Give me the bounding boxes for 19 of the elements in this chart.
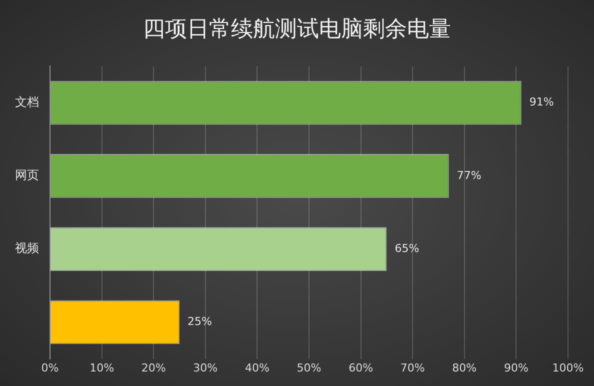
x-tick-label: 40% — [244, 361, 270, 374]
x-tick-label: 0% — [41, 361, 59, 374]
x-tick-label: 90% — [504, 361, 528, 374]
x-tick-label: 100% — [552, 361, 584, 374]
y-tick-label: 视频 — [15, 241, 39, 256]
x-tick-label: 30% — [193, 361, 218, 374]
data-label: 25% — [188, 315, 212, 328]
x-tick-label: 50% — [296, 361, 322, 374]
x-tick-label: 20% — [141, 361, 166, 374]
y-tick-label: 网页 — [15, 168, 39, 182]
x-tick-label: 10% — [90, 361, 114, 374]
x-tick-label: 80% — [452, 361, 477, 374]
data-label: 77% — [456, 168, 482, 182]
x-tick-label: 60% — [348, 361, 374, 374]
chart-title: 四项日常续航测试电脑剩余电量 — [142, 16, 452, 44]
data-label: 65% — [394, 242, 420, 255]
data-label: 91% — [529, 96, 554, 109]
x-tick-label: 70% — [400, 361, 425, 374]
y-tick-label: 文档 — [15, 94, 39, 109]
